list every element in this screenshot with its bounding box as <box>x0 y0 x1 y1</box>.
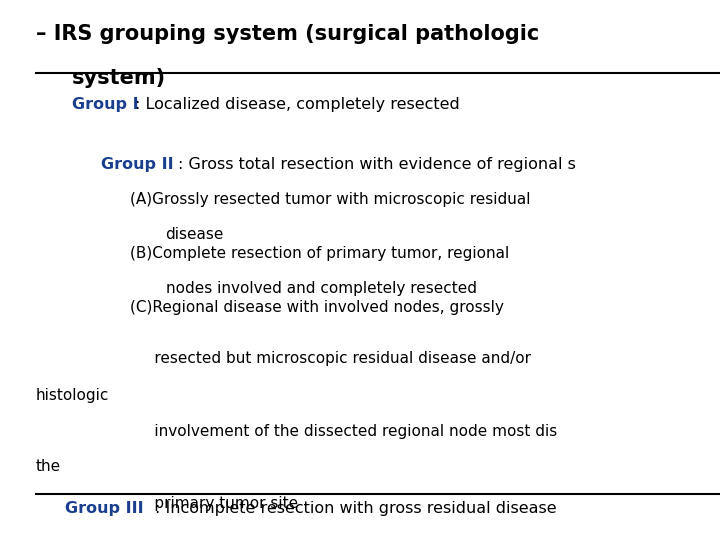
Text: : Incomplete resection with gross residual disease: : Incomplete resection with gross residu… <box>155 501 557 516</box>
Text: nodes involved and completely resected: nodes involved and completely resected <box>166 281 477 296</box>
Text: primary tumor site: primary tumor site <box>130 496 298 511</box>
Text: (C)Regional disease with involved nodes, grossly: (C)Regional disease with involved nodes,… <box>130 300 503 315</box>
Text: histologic: histologic <box>36 388 109 403</box>
Text: : Gross total resection with evidence of regional s: : Gross total resection with evidence of… <box>178 157 576 172</box>
Text: (B)Complete resection of primary tumor, regional: (B)Complete resection of primary tumor, … <box>130 246 509 261</box>
Text: the: the <box>36 459 61 474</box>
Text: Group II: Group II <box>101 157 174 172</box>
Text: disease: disease <box>166 227 224 242</box>
Text: system): system) <box>72 68 166 87</box>
Text: resected but microscopic residual disease and/or: resected but microscopic residual diseas… <box>130 351 531 366</box>
Text: Group I: Group I <box>72 97 139 112</box>
Text: Group III: Group III <box>65 501 143 516</box>
Text: – IRS grouping system (surgical pathologic: – IRS grouping system (surgical patholog… <box>36 24 539 44</box>
Text: (A)Grossly resected tumor with microscopic residual: (A)Grossly resected tumor with microscop… <box>130 192 530 207</box>
Text: : Localized disease, completely resected: : Localized disease, completely resected <box>135 97 460 112</box>
Text: involvement of the dissected regional node most dis: involvement of the dissected regional no… <box>130 424 557 439</box>
